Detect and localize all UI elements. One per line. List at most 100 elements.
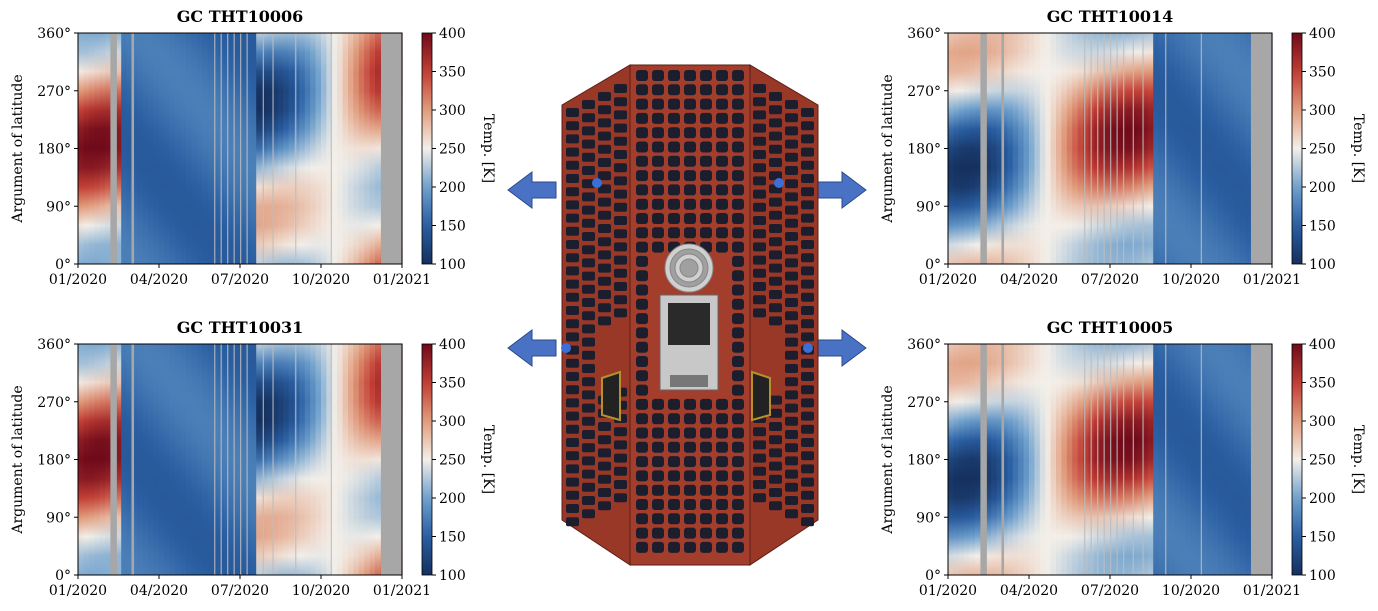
chart-panel-bottom-right: GC THT10005 0° 90° 180° 270° 360° 01/2020 04/20… bbox=[880, 318, 1366, 599]
y-tick-label: 0° bbox=[925, 257, 941, 273]
data-gap-line bbox=[1142, 344, 1144, 575]
x-tick-label: 10/2020 bbox=[292, 272, 350, 288]
colorbar-tick-label: 350 bbox=[439, 65, 466, 81]
data-gap-line bbox=[220, 33, 222, 264]
x-tick-label: 07/2020 bbox=[211, 272, 269, 288]
colorbar bbox=[421, 32, 433, 265]
y-tick-label: 90° bbox=[916, 510, 941, 526]
y-axis-label: Argument of latitude bbox=[880, 385, 896, 534]
data-gap-line bbox=[1165, 344, 1167, 575]
y-tick-label: 90° bbox=[46, 199, 71, 215]
data-gap-line bbox=[1110, 344, 1112, 575]
arrow-left-bottom bbox=[507, 329, 557, 367]
data-gap-line bbox=[1097, 33, 1099, 264]
heatmap bbox=[948, 344, 1273, 575]
x-tick-label: 01/2021 bbox=[373, 272, 431, 288]
colorbar-tick-label: 250 bbox=[439, 142, 466, 158]
sensor-dot bbox=[774, 178, 784, 188]
x-tick-label: 07/2020 bbox=[1081, 272, 1139, 288]
heatmap bbox=[78, 33, 403, 264]
solar-cells-center bbox=[636, 70, 744, 553]
left-radiator bbox=[601, 370, 621, 422]
data-gap-line bbox=[262, 344, 264, 575]
colorbar-tick-label: 200 bbox=[439, 180, 466, 196]
y-tick-label: 180° bbox=[37, 453, 71, 469]
x-tick-label: 01/2020 bbox=[919, 583, 977, 599]
y-tick-label: 360° bbox=[37, 26, 71, 42]
data-gap-line bbox=[246, 344, 248, 575]
data-gap-line bbox=[272, 33, 274, 264]
data-gap-line bbox=[1090, 33, 1092, 264]
colorbar-tick-label: 150 bbox=[1309, 219, 1336, 235]
y-tick-label: 0° bbox=[55, 257, 71, 273]
colorbar-tick-label: 150 bbox=[439, 530, 466, 546]
data-gap-line bbox=[1090, 344, 1092, 575]
colorbar-tick-label: 200 bbox=[439, 491, 466, 507]
data-gap-stripe bbox=[380, 344, 402, 575]
data-gap-line bbox=[1142, 33, 1144, 264]
arrow-right-bottom bbox=[817, 329, 867, 367]
sensor-dot bbox=[803, 343, 813, 353]
x-tick-label: 04/2020 bbox=[1000, 583, 1058, 599]
colorbar-label: Temp. [K] bbox=[480, 425, 496, 494]
data-gap-line bbox=[1084, 344, 1086, 575]
data-gap-line bbox=[214, 33, 216, 264]
colorbar-tick-label: 250 bbox=[439, 453, 466, 469]
data-gap-stripe bbox=[1250, 33, 1272, 264]
y-axis-label: Argument of latitude bbox=[10, 385, 26, 534]
data-gap-line bbox=[1110, 33, 1112, 264]
data-gap-line bbox=[220, 344, 222, 575]
data-gap-line bbox=[1097, 344, 1099, 575]
chart-panel-top-left: GC THT10006 0° 90° 180° 270° 360° 01/2020 04/20… bbox=[10, 7, 496, 288]
data-gap-line bbox=[1200, 344, 1203, 575]
data-gap-line bbox=[295, 344, 297, 575]
colorbar-tick-label: 300 bbox=[1309, 414, 1336, 430]
chart-title: GC THT10005 bbox=[1047, 318, 1174, 337]
satellite-illustration bbox=[507, 64, 867, 566]
data-gap-line bbox=[1116, 33, 1118, 264]
colorbar-tick-label: 100 bbox=[1309, 257, 1336, 273]
colorbar-tick-label: 400 bbox=[439, 26, 466, 42]
colorbar bbox=[1291, 343, 1303, 576]
colorbar-tick-label: 350 bbox=[1309, 376, 1336, 392]
data-gap-line bbox=[240, 344, 242, 575]
data-gap-stripe bbox=[1001, 33, 1005, 264]
colorbar-tick-label: 400 bbox=[1309, 337, 1336, 353]
data-gap-line bbox=[295, 33, 297, 264]
heatmap bbox=[78, 344, 403, 575]
heatmap bbox=[948, 33, 1273, 264]
data-gap-line bbox=[1122, 344, 1125, 575]
colorbar-label: Temp. [K] bbox=[480, 114, 496, 183]
x-tick-label: 01/2020 bbox=[49, 583, 107, 599]
data-gap-line bbox=[227, 33, 229, 264]
chart-panel-top-right: GC THT10014 0° 90° 180° 270° 360° 01/2020 04/20… bbox=[880, 7, 1366, 288]
data-gap-line bbox=[227, 344, 229, 575]
y-tick-label: 270° bbox=[37, 395, 71, 411]
x-tick-label: 01/2020 bbox=[49, 272, 107, 288]
arrow-right-top bbox=[817, 171, 867, 209]
colorbar-tick-label: 200 bbox=[1309, 491, 1336, 507]
y-tick-label: 90° bbox=[46, 510, 71, 526]
colorbar-tick-label: 350 bbox=[1309, 65, 1336, 81]
y-tick-label: 0° bbox=[55, 568, 71, 584]
x-tick-label: 01/2021 bbox=[1243, 583, 1301, 599]
y-tick-label: 180° bbox=[907, 453, 941, 469]
data-gap-line bbox=[1200, 33, 1203, 264]
sensor-dot bbox=[561, 343, 571, 353]
colorbar-tick-label: 350 bbox=[439, 376, 466, 392]
data-gap-stripe bbox=[131, 344, 135, 575]
data-gap-stripe bbox=[1250, 344, 1272, 575]
x-tick-label: 10/2020 bbox=[1162, 272, 1220, 288]
data-gap-line bbox=[214, 344, 216, 575]
arrow-left-top bbox=[507, 171, 557, 209]
data-gap-line bbox=[233, 33, 235, 264]
x-tick-label: 01/2021 bbox=[1243, 272, 1301, 288]
chart-panel-bottom-left: GC THT10031 0° 90° 180° 270° 360° 01/2020 04/20… bbox=[10, 318, 496, 599]
colorbar bbox=[421, 343, 433, 576]
x-tick-label: 01/2020 bbox=[919, 272, 977, 288]
data-gap-stripe bbox=[980, 344, 987, 575]
y-tick-label: 90° bbox=[916, 199, 941, 215]
colorbar-tick-label: 300 bbox=[439, 414, 466, 430]
x-tick-label: 04/2020 bbox=[130, 583, 188, 599]
colorbar bbox=[1291, 32, 1303, 265]
